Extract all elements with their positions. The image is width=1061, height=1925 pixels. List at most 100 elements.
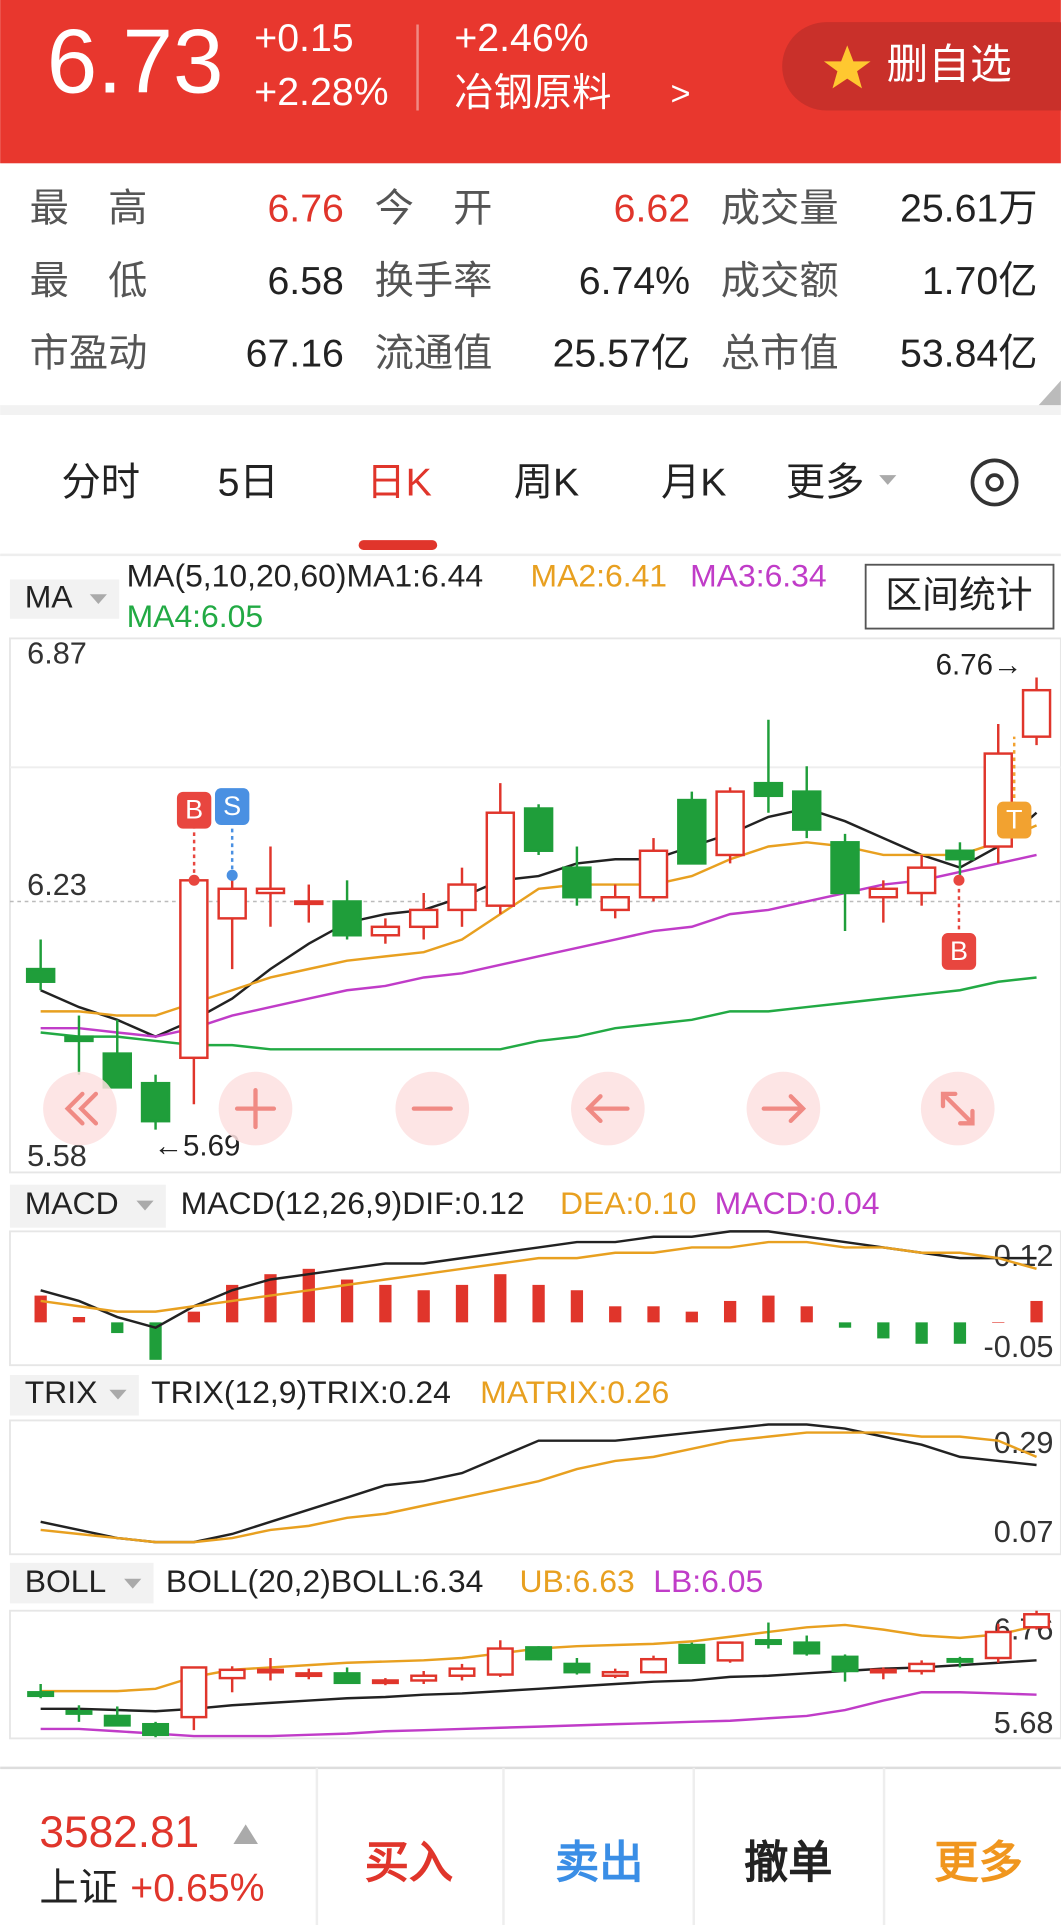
- candle-body: [754, 1639, 782, 1646]
- candle-body: [142, 1722, 170, 1737]
- gear[interactable]: [970, 458, 1019, 507]
- macd-bar: [494, 1274, 507, 1323]
- star-icon: [823, 45, 871, 89]
- macd-bar: [302, 1268, 315, 1323]
- legend-entry: MA3:6.34: [690, 558, 827, 594]
- indicator-line: [40, 1230, 1037, 1330]
- tab[interactable]: 5日: [218, 460, 279, 504]
- change: +0.15: [254, 16, 353, 60]
- macd-bar: [226, 1284, 239, 1323]
- stat-value: 25.61万: [900, 187, 1038, 231]
- stat-value: 67.16: [246, 331, 344, 375]
- candle-body: [831, 1655, 859, 1673]
- candle-body: [946, 1657, 974, 1663]
- candle-body: [638, 849, 669, 899]
- marker: [997, 801, 1032, 839]
- marker-label: B: [950, 936, 968, 966]
- watch-button-label[interactable]: 删自选: [887, 41, 1012, 88]
- indicator-selector-label[interactable]: MACD: [25, 1185, 119, 1221]
- nav-icon[interactable]: [585, 1094, 630, 1124]
- settings-icon[interactable]: [970, 458, 1019, 507]
- macd-bar: [723, 1300, 737, 1323]
- indicator-selector-label[interactable]: BOLL: [25, 1563, 107, 1599]
- tab[interactable]: 分时: [62, 460, 141, 504]
- stat-label: 最 高: [30, 187, 148, 231]
- candle-body: [525, 1646, 553, 1661]
- nav-icon[interactable]: [761, 1094, 807, 1124]
- legend-entry: LB:6.05: [653, 1563, 763, 1599]
- nav-icon[interactable]: [234, 1088, 277, 1130]
- range-button-label[interactable]: 区间统计: [885, 575, 1032, 616]
- stat-value: 25.57亿: [553, 331, 691, 375]
- indicator-line: [40, 1691, 1037, 1738]
- footer-buttons: 买入 卖出 撤单 更多: [315, 1767, 1023, 1925]
- index-arrow: [233, 1824, 258, 1844]
- marker: [941, 933, 977, 970]
- marker-dot: [188, 874, 200, 886]
- tab[interactable]: 月K: [661, 460, 726, 504]
- range-button[interactable]: [864, 563, 1055, 630]
- stat-value: 6.58: [267, 259, 343, 303]
- macd-bar: [915, 1322, 928, 1344]
- price: 6.73: [47, 12, 224, 113]
- candle-body: [753, 781, 784, 798]
- candle-body: [25, 967, 56, 983]
- footer-button[interactable]: 撤单: [744, 1839, 832, 1888]
- candle-body: [217, 887, 247, 920]
- nav-icon[interactable]: [940, 1091, 975, 1126]
- legend-entry: UB:6.63: [519, 1563, 634, 1599]
- sector-pct[interactable]: +2.46%: [454, 16, 588, 60]
- candle-body: [1023, 1613, 1051, 1629]
- panel-frame: [9, 1609, 1061, 1740]
- candle-body: [218, 1668, 246, 1680]
- macd-bar: [1030, 1300, 1043, 1323]
- sector[interactable]: 冶钢原料: [454, 71, 611, 115]
- candle-body: [791, 790, 822, 831]
- stat-label: 总市值: [721, 331, 839, 375]
- footer-button[interactable]: 更多: [934, 1839, 1022, 1888]
- footer-button[interactable]: 买入: [365, 1839, 453, 1888]
- candle-body: [601, 1670, 629, 1677]
- candle-body: [868, 887, 899, 899]
- tab[interactable]: 周K: [514, 460, 579, 504]
- macd-bar: [953, 1322, 967, 1344]
- legend-entry: BOLL(20,2)BOLL:6.34: [166, 1563, 484, 1599]
- macd-bar: [379, 1284, 392, 1323]
- macd-bar: [800, 1306, 813, 1323]
- dropdown-caret: [879, 475, 897, 485]
- candle-body: [294, 900, 324, 906]
- macd-bar: [455, 1284, 469, 1323]
- macd-bar: [647, 1306, 660, 1323]
- legend-entry: TRIX(12,9)TRIX:0.24: [151, 1374, 451, 1410]
- macd-bar: [838, 1322, 852, 1328]
- indicator-selector-label[interactable]: MA: [25, 579, 74, 615]
- candle-body: [27, 1691, 55, 1698]
- legend-entry: MACD:0.04: [715, 1185, 880, 1221]
- footer-button[interactable]: 卖出: [555, 1839, 643, 1888]
- indicator-selector-label[interactable]: TRIX: [25, 1374, 98, 1410]
- macd-bar: [187, 1311, 201, 1323]
- marker: [214, 788, 250, 825]
- tab[interactable]: 日K: [366, 460, 431, 504]
- stat-label: 市盈动: [30, 331, 148, 375]
- marker-dot: [953, 874, 965, 886]
- marker-label: B: [185, 795, 203, 825]
- legend-entry: MA4:6.05: [127, 598, 264, 634]
- y-tick-label: -0.05: [984, 1329, 1054, 1364]
- candle-body: [102, 1052, 132, 1089]
- nav-icon[interactable]: [64, 1091, 99, 1126]
- macd-bar: [149, 1322, 162, 1360]
- stat-label: 成交量: [721, 187, 839, 231]
- marker-label: S: [223, 791, 241, 821]
- low-label: ←5.69: [154, 1130, 241, 1163]
- candle-body: [486, 1647, 514, 1676]
- sector-arrow[interactable]: >: [670, 75, 690, 113]
- macd-bar: [532, 1284, 545, 1323]
- gear-hub[interactable]: [985, 473, 1004, 492]
- tab[interactable]: 更多: [786, 460, 865, 504]
- candle-body: [563, 1662, 591, 1674]
- legend-entry: MATRIX:0.26: [480, 1374, 669, 1410]
- watch-button[interactable]: [782, 22, 1061, 111]
- indicator-selector[interactable]: [9, 1184, 166, 1228]
